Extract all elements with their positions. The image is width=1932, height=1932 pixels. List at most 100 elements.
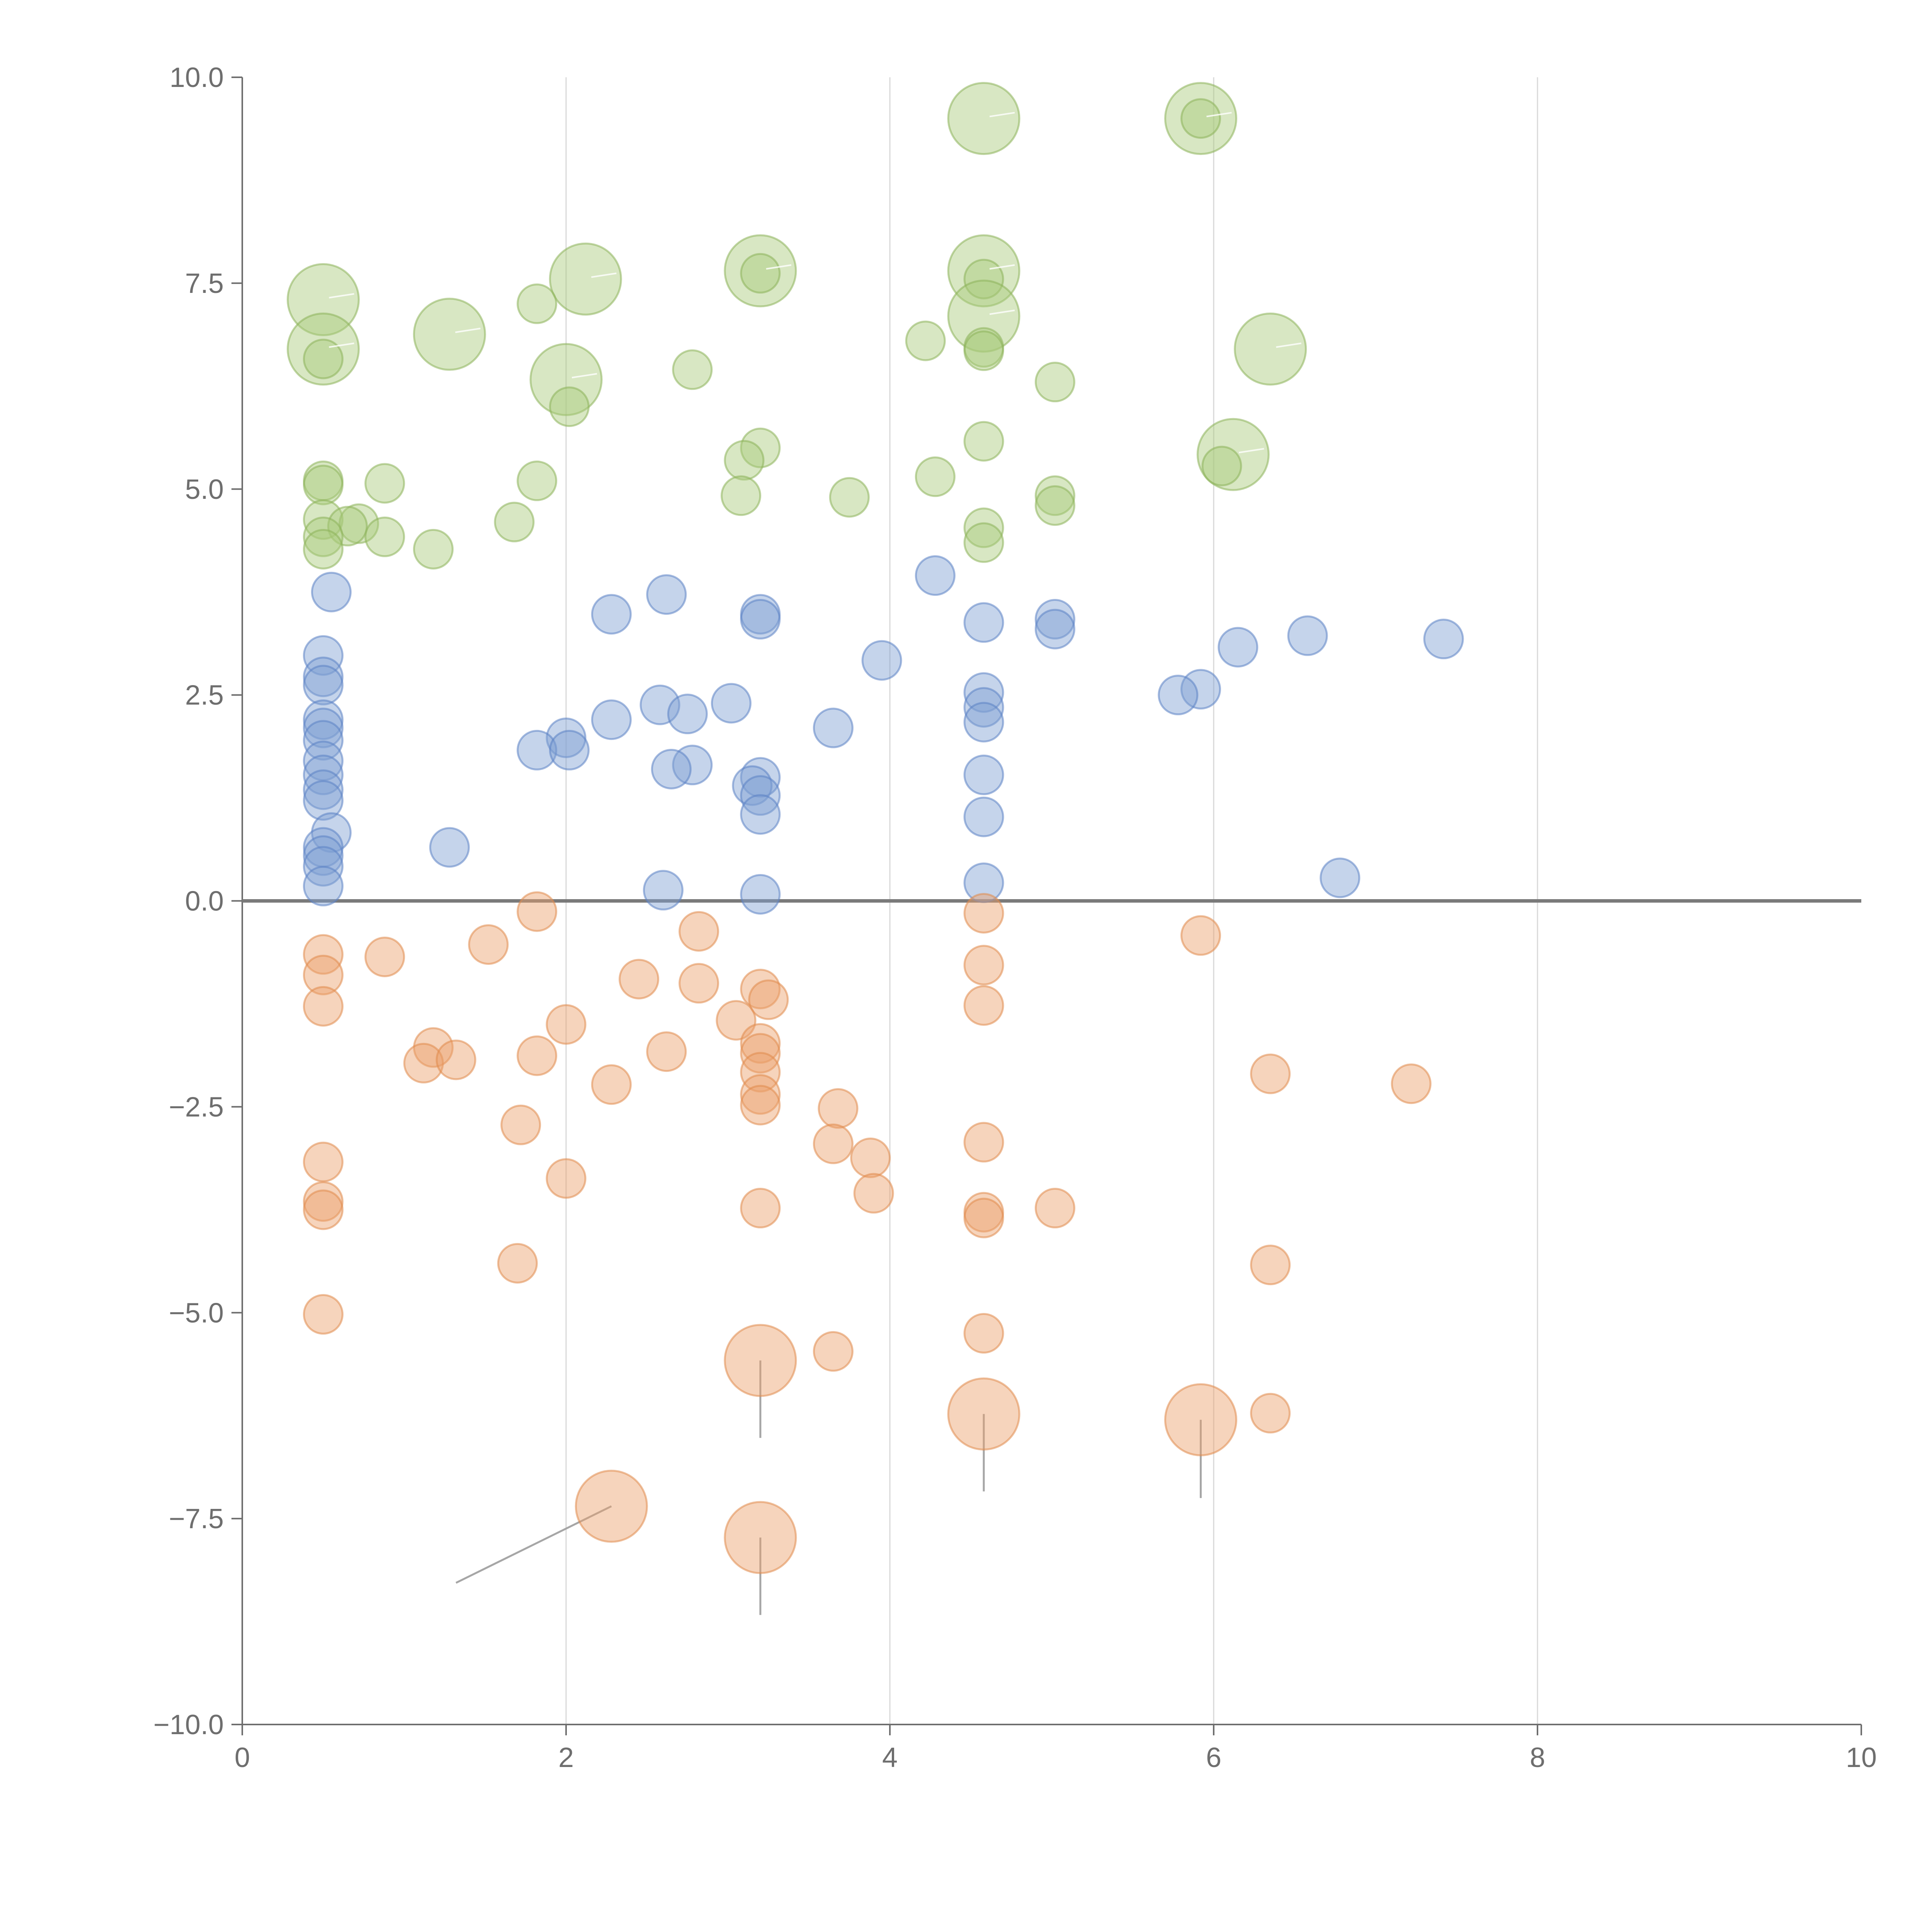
orange-bubble: [740, 1085, 781, 1126]
green-bubble: [413, 529, 454, 570]
orange-bubble: [575, 1469, 648, 1543]
green-bubble: [338, 503, 379, 544]
green-bubble: [494, 502, 535, 543]
blue-bubble: [963, 602, 1004, 643]
blue-bubble: [303, 635, 344, 676]
orange-bubble: [963, 893, 1004, 934]
blue-bubble: [429, 827, 470, 868]
green-bubble: [1034, 485, 1075, 526]
blue-bubble: [646, 574, 687, 615]
blue-bubble: [963, 796, 1004, 837]
green-bubble: [303, 338, 344, 379]
orange-bubble: [818, 1088, 859, 1129]
blue-bubble: [915, 555, 956, 596]
orange-bubble: [591, 1064, 632, 1105]
y-tick-label: −2.5: [169, 1092, 224, 1122]
green-bubble: [1234, 312, 1307, 386]
orange-bubble: [303, 1181, 344, 1222]
green-bubble: [1034, 475, 1075, 516]
blue-bubble: [1034, 609, 1075, 650]
orange-bubble: [517, 1035, 558, 1076]
green-bubble: [829, 477, 870, 518]
blue-bubble: [963, 687, 1004, 728]
blue-bubble: [1218, 627, 1259, 668]
orange-bubble: [740, 1023, 781, 1064]
green-bubble: [1164, 82, 1237, 155]
blue-bubble: [963, 754, 1004, 795]
blue-bubble: [963, 862, 1004, 903]
x-tick-label: 6: [1206, 1742, 1221, 1773]
blue-bubble: [639, 684, 680, 725]
green-bubble-leader: [989, 310, 1015, 315]
green-bubble: [1180, 98, 1221, 139]
orange-bubble: [724, 1501, 797, 1574]
orange-bubble: [468, 924, 509, 965]
green-bubble: [413, 298, 486, 371]
orange-bubble: [303, 1189, 344, 1230]
orange-bubble: [1391, 1063, 1432, 1104]
blue-bubble: [740, 874, 781, 915]
green-bubble: [905, 320, 946, 361]
green-bubble: [963, 522, 1004, 563]
tick-layer: 10.0 7.5 5.0 2.5 0.0 −2.5 −5.0 −7.5 −10.0 0 2 4 6 8 10: [153, 62, 1877, 1773]
orange-bubble: [619, 959, 660, 1000]
blue-bubble: [591, 699, 632, 740]
green-bubble: [517, 460, 558, 501]
blue-bubble: [740, 757, 781, 798]
blue-bubble: [740, 599, 781, 640]
green-bubble: [672, 349, 713, 390]
orange-bubble: [853, 1173, 894, 1214]
blue-bubble: [311, 571, 352, 612]
green-bubble-leader: [591, 272, 617, 278]
orange-bubble: [740, 1188, 781, 1229]
green-bubble-leader: [329, 293, 354, 299]
orange-bubble: [740, 1074, 781, 1115]
orange-bubble: [497, 1243, 538, 1284]
blue-bubble: [672, 745, 713, 786]
blue-bubble: [303, 769, 344, 810]
axis-layer: [242, 77, 1861, 1725]
green-bubble: [303, 516, 344, 557]
green-bubble: [963, 330, 1004, 371]
green-bubble: [517, 283, 558, 324]
green-bubble: [364, 516, 405, 557]
y-tick-label: 2.5: [185, 680, 224, 711]
green-bubble: [740, 253, 781, 294]
orange-bubble: [740, 1052, 781, 1093]
orange-bubble: [646, 1031, 687, 1072]
annotation-leader-line: [455, 1505, 612, 1584]
orange-bubble: [303, 986, 344, 1027]
blue-bubble: [963, 702, 1004, 743]
green-bubble: [740, 427, 781, 468]
blue-bubble: [303, 707, 344, 748]
orange-bubble: [1250, 1245, 1291, 1286]
orange-bubble: [740, 969, 781, 1010]
green-bubble-leader: [766, 264, 792, 270]
green-bubble: [1201, 446, 1242, 486]
green-bubble-leader: [1276, 342, 1301, 348]
blue-bubble: [1320, 857, 1361, 898]
y-tick-label: −5.0: [169, 1298, 224, 1328]
orange-bubble: [303, 954, 344, 995]
blue-bubble: [1423, 619, 1464, 660]
green-bubble: [303, 499, 344, 540]
green-bubble: [549, 386, 590, 427]
orange-bubble: [963, 985, 1004, 1026]
blue-bubble: [861, 640, 902, 681]
orange-bubble: [500, 1104, 541, 1145]
orange-bubble: [403, 1043, 444, 1083]
x-tick-label: 4: [882, 1742, 898, 1773]
green-bubble: [724, 234, 797, 308]
orange-bubble: [947, 1377, 1020, 1451]
green-bubble-leader: [571, 373, 597, 379]
orange-bubble: [963, 1197, 1004, 1238]
orange-bubble: [813, 1123, 854, 1164]
blue-bubble: [740, 794, 781, 835]
blue-bubble: [643, 870, 684, 911]
orange-bubble: [850, 1138, 891, 1179]
orange-bubble: [546, 1004, 587, 1045]
orange-bubble: [724, 1324, 797, 1397]
y-tick-label: −10.0: [153, 1709, 224, 1740]
